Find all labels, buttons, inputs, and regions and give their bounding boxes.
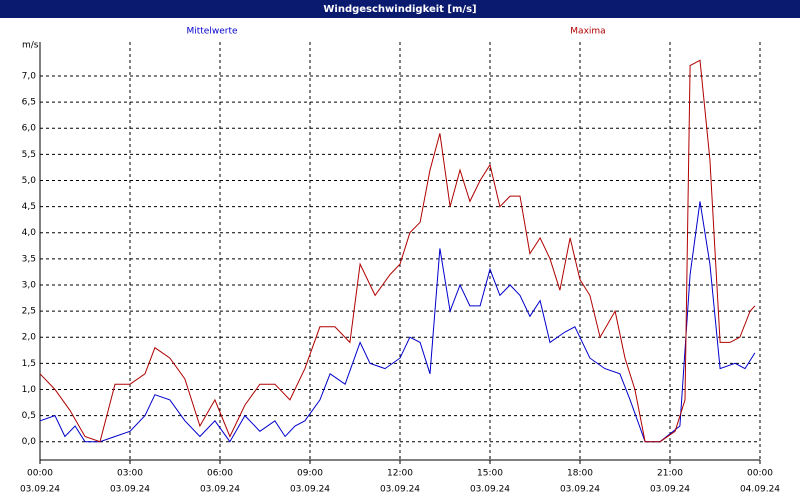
- x-tick-label: 09:00: [297, 469, 323, 479]
- y-tick-label: 5,0: [22, 176, 37, 186]
- y-tick-label: 0,0: [22, 437, 37, 447]
- y-tick-label: 3,0: [22, 280, 37, 290]
- x-tick-label: 00:00: [747, 469, 773, 479]
- title-bar: [0, 0, 800, 18]
- x-tick-label: 21:00: [657, 469, 683, 479]
- x-tick-label: 15:00: [477, 469, 503, 479]
- y-tick-label: 3,5: [22, 254, 36, 264]
- data-line: [39, 59, 756, 443]
- x-tick-date: 04.09.24: [740, 485, 780, 495]
- x-tick-date: 03.09.24: [20, 485, 60, 495]
- y-tick-label: 2,5: [22, 307, 36, 317]
- y-tick-label: 7,0: [22, 71, 37, 81]
- y-tick-label: 1,0: [22, 385, 37, 395]
- y-tick-label: 6,0: [22, 124, 37, 134]
- x-tick-label: 12:00: [387, 469, 413, 479]
- x-tick-label: 00:00: [27, 469, 53, 479]
- x-tick-label: 03:00: [117, 469, 143, 479]
- legend-entry: Mittelwerte: [186, 27, 237, 37]
- data-line: [39, 201, 756, 443]
- x-tick-date: 03.09.24: [110, 485, 150, 495]
- x-tick-date: 03.09.24: [470, 485, 510, 495]
- y-tick-label: 4,5: [22, 202, 36, 212]
- x-tick-label: 06:00: [207, 469, 233, 479]
- y-tick-label: 0,5: [22, 411, 36, 421]
- y-tick-label: 2,0: [22, 333, 37, 343]
- x-tick-date: 03.09.24: [200, 485, 240, 495]
- x-tick-date: 03.09.24: [290, 485, 330, 495]
- chart-title: Windgeschwindigkeit [m/s]: [323, 4, 476, 15]
- x-tick-date: 03.09.24: [650, 485, 690, 495]
- y-tick-label: 1,5: [22, 359, 36, 369]
- y-tick-label: 5,5: [22, 150, 36, 160]
- y-tick-label: 4,0: [22, 228, 37, 238]
- legend-entry: Maxima: [570, 27, 605, 37]
- x-tick-date: 03.09.24: [380, 485, 420, 495]
- y-axis-label: m/s: [22, 41, 39, 51]
- y-tick-label: 6,5: [22, 98, 36, 108]
- x-tick-date: 03.09.24: [560, 485, 600, 495]
- x-tick-label: 18:00: [567, 469, 593, 479]
